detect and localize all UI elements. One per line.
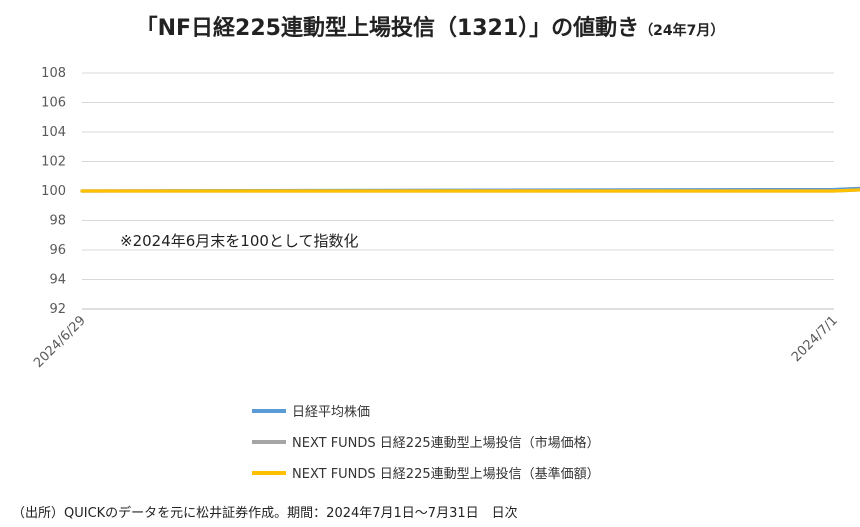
grid-lines <box>82 72 834 310</box>
source-note: （出所）QUICKのデータを元に松井証券作成。期間：2024年7月1日～7月31… <box>12 506 518 521</box>
series-line-3 <box>80 188 860 193</box>
y-tick-label: 102 <box>41 155 66 170</box>
legend: 日経平均株価 NEXT FUNDS 日経225連動型上場投信（市場価格） NEXT … <box>252 405 600 482</box>
y-tick-label: 96 <box>49 243 66 258</box>
y-tick-label: 94 <box>49 273 66 288</box>
y-tick-label: 100 <box>41 184 66 199</box>
y-axis-tick-labels: 92 94 96 98 100 102 104 106 108 <box>41 66 66 317</box>
annotation-text: ※2024年6月末を100として指数化 <box>120 232 358 250</box>
chart-title-sub: （24年7月） <box>639 23 725 39</box>
x-tick-label: 2024/6/29 <box>31 313 89 371</box>
y-tick-label: 92 <box>49 302 66 317</box>
chart-title-main: 「NF日経225連動型上場投信（1321）」の値動き <box>135 16 640 41</box>
legend-label-3: NEXT FUNDS 日経225連動型上場投信（基準価額） <box>292 466 600 482</box>
series-line-2 <box>80 188 860 193</box>
legend-label-1: 日経平均株価 <box>292 405 370 420</box>
series-lines <box>80 186 860 193</box>
y-tick-label: 98 <box>49 214 66 229</box>
y-tick-label: 106 <box>41 96 66 111</box>
y-tick-label: 108 <box>41 66 66 81</box>
y-tick-label: 104 <box>41 125 66 140</box>
x-tick-label: 2024/7/1 <box>789 313 841 365</box>
legend-label-2: NEXT FUNDS 日経225連動型上場投信（市場価格） <box>292 435 600 451</box>
chart-title: 「NF日経225連動型上場投信（1321）」の値動き（24年7月） <box>0 10 860 42</box>
x-axis-tick-labels: 2024/6/292024/7/12024/7/32024/7/52024/7/… <box>31 313 841 371</box>
